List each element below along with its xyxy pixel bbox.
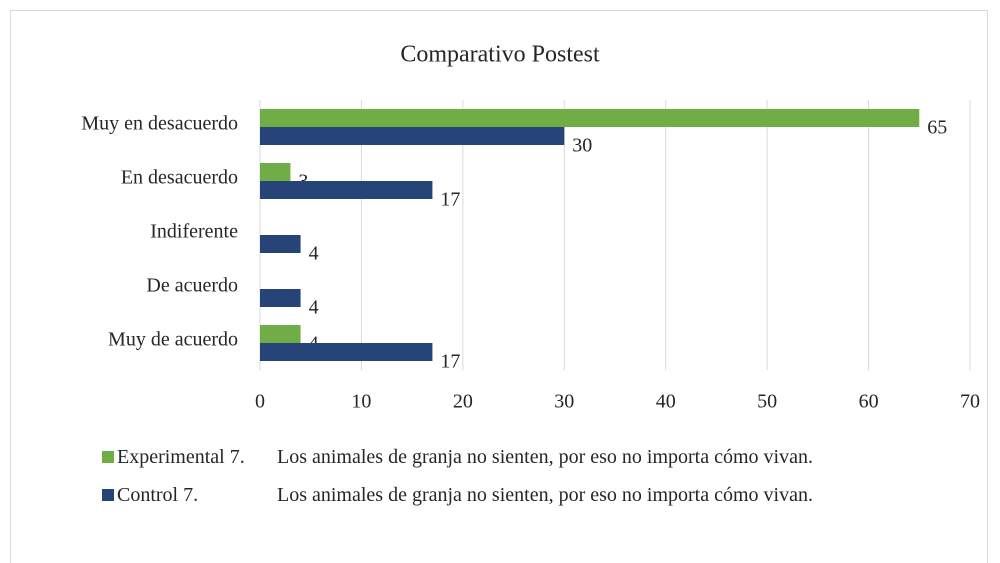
legend-entry: Experimental 7. Los animales de granja n… — [102, 445, 962, 469]
bar — [260, 181, 433, 199]
data-label: 4 — [309, 243, 319, 265]
x-tick-label: 20 — [453, 391, 473, 413]
bar — [260, 163, 291, 181]
legend-entry: Control 7. Los animales de granja no sie… — [102, 483, 962, 507]
bar — [260, 325, 301, 343]
x-tick-label: 60 — [859, 391, 879, 413]
bar — [260, 289, 301, 307]
chart-title: Comparativo Postest — [400, 42, 600, 68]
data-label: 17 — [440, 189, 460, 211]
bar — [260, 343, 433, 361]
data-label: 30 — [572, 135, 592, 157]
x-tick-label: 0 — [255, 391, 265, 413]
y-tick-label: De acuerdo — [146, 275, 238, 297]
y-tick-label: Muy en desacuerdo — [81, 113, 238, 135]
bar — [260, 127, 565, 145]
data-label: 17 — [440, 351, 460, 373]
legend-swatch — [102, 489, 114, 501]
x-tick-label: 30 — [554, 391, 574, 413]
legend-label: Control 7. Los animales de granja no sie… — [117, 484, 813, 506]
y-tick-label: En desacuerdo — [121, 167, 238, 189]
bar — [260, 235, 301, 253]
chart-frame — [10, 10, 988, 563]
y-tick-label: Indiferente — [150, 221, 238, 243]
bar — [260, 109, 920, 127]
x-tick-label: 10 — [351, 391, 371, 413]
x-tick-label: 50 — [757, 391, 777, 413]
x-tick-label: 70 — [960, 391, 980, 413]
data-label: 4 — [309, 297, 319, 319]
legend-label: Experimental 7. Los animales de granja n… — [117, 446, 813, 468]
x-tick-label: 40 — [656, 391, 676, 413]
data-label: 65 — [927, 117, 947, 139]
legend: Experimental 7. Los animales de granja n… — [102, 445, 962, 521]
y-tick-label: Muy de acuerdo — [108, 329, 238, 351]
legend-swatch — [102, 451, 114, 463]
